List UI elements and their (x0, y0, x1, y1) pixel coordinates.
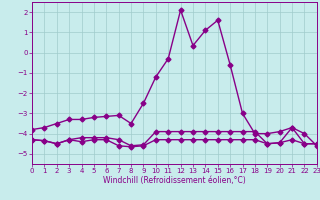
X-axis label: Windchill (Refroidissement éolien,°C): Windchill (Refroidissement éolien,°C) (103, 176, 246, 185)
